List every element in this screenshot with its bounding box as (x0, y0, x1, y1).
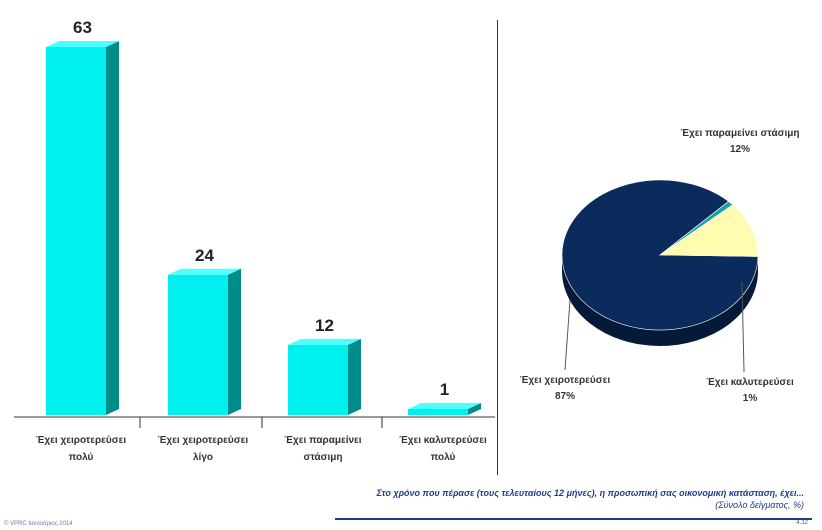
category-label: Έχει χειροτερεύσει πολύ (21, 432, 141, 466)
bar-3: 12 (288, 316, 361, 415)
question-text: Στο χρόνο που πέρασε (τους τελευταίους 1… (376, 488, 804, 498)
pie-top (561, 179, 759, 331)
bar-side (348, 338, 361, 415)
category-label: Έχει καλυτερεύσει πολύ (383, 432, 503, 466)
pie-label-stable-text: Έχει παραμείνει στάσιμη (680, 128, 800, 139)
bar-top (288, 338, 361, 345)
bar-chart: 63 24 12 1 (14, 18, 495, 428)
bar-side (468, 403, 481, 415)
pie-chart (561, 179, 759, 373)
leader-line-better (741, 281, 745, 373)
bar-front (46, 47, 106, 415)
pie-label-stable-value: 12% (729, 144, 750, 155)
category-label-line: πολύ (430, 452, 456, 463)
question-footnote: Στο χρόνο που πέρασε (τους τελευταίους 1… (377, 487, 804, 511)
chart-divider (497, 20, 498, 475)
bar-side (106, 41, 119, 415)
category-label-line: Έχει χειροτερεύσει (35, 435, 127, 446)
pie-slice (659, 204, 759, 257)
bar-value-label: 1 (440, 380, 449, 399)
pie-label-stable: Έχει παραμείνει στάσιμη 12% (655, 126, 822, 158)
bar-front (168, 274, 228, 415)
pie-label-worse-value: 87% (554, 391, 575, 402)
category-label-line: στάσιμη (303, 452, 343, 463)
copyright-text: © VPRC Ιανουάριος 2014 (4, 521, 73, 527)
footer-rule (335, 518, 812, 520)
pie-leader-lines (564, 281, 745, 373)
pie-label-better-text: Έχει καλυτερεύσει (706, 377, 794, 388)
pie-label-better: Έχει καλυτερεύσει 1% (685, 375, 815, 407)
bar-top (408, 403, 481, 409)
bar-1: 63 (46, 18, 119, 415)
category-label-line: πολύ (68, 452, 94, 463)
bar-value-label: 12 (315, 316, 334, 335)
category-label: Έχει παραμείνει στάσιμη (263, 432, 383, 466)
category-label: Έχει χειροτερεύσει λίγο (143, 432, 263, 466)
pie-label-worse: Έχει χειροτερεύσει 87% (500, 373, 630, 405)
bar-2: 24 (168, 246, 241, 415)
bar-front (408, 409, 468, 415)
bar-value-label: 63 (73, 18, 92, 37)
pie-label-worse-text: Έχει χειροτερεύσει (519, 375, 611, 386)
category-label-line: Έχει παραμείνει (284, 435, 362, 446)
bar-top (168, 268, 241, 275)
leader-line-worse (564, 299, 571, 371)
page-number: 4.12 (796, 520, 808, 526)
bar-top (46, 41, 119, 47)
category-label-line: Έχει καλυτερεύσει (399, 435, 487, 446)
sample-note: (Σύνολο δείγματος, %) (715, 500, 804, 510)
bar-value-label: 24 (195, 246, 214, 265)
pie-slice-side (562, 255, 758, 347)
category-label-line: Έχει χειροτερεύσει (157, 435, 249, 446)
bar-side (228, 268, 241, 415)
category-label-line: λίγο (192, 452, 213, 463)
bar-front (288, 344, 348, 415)
pie-label-better-value: 1% (742, 393, 758, 404)
bar-4: 1 (408, 380, 481, 415)
